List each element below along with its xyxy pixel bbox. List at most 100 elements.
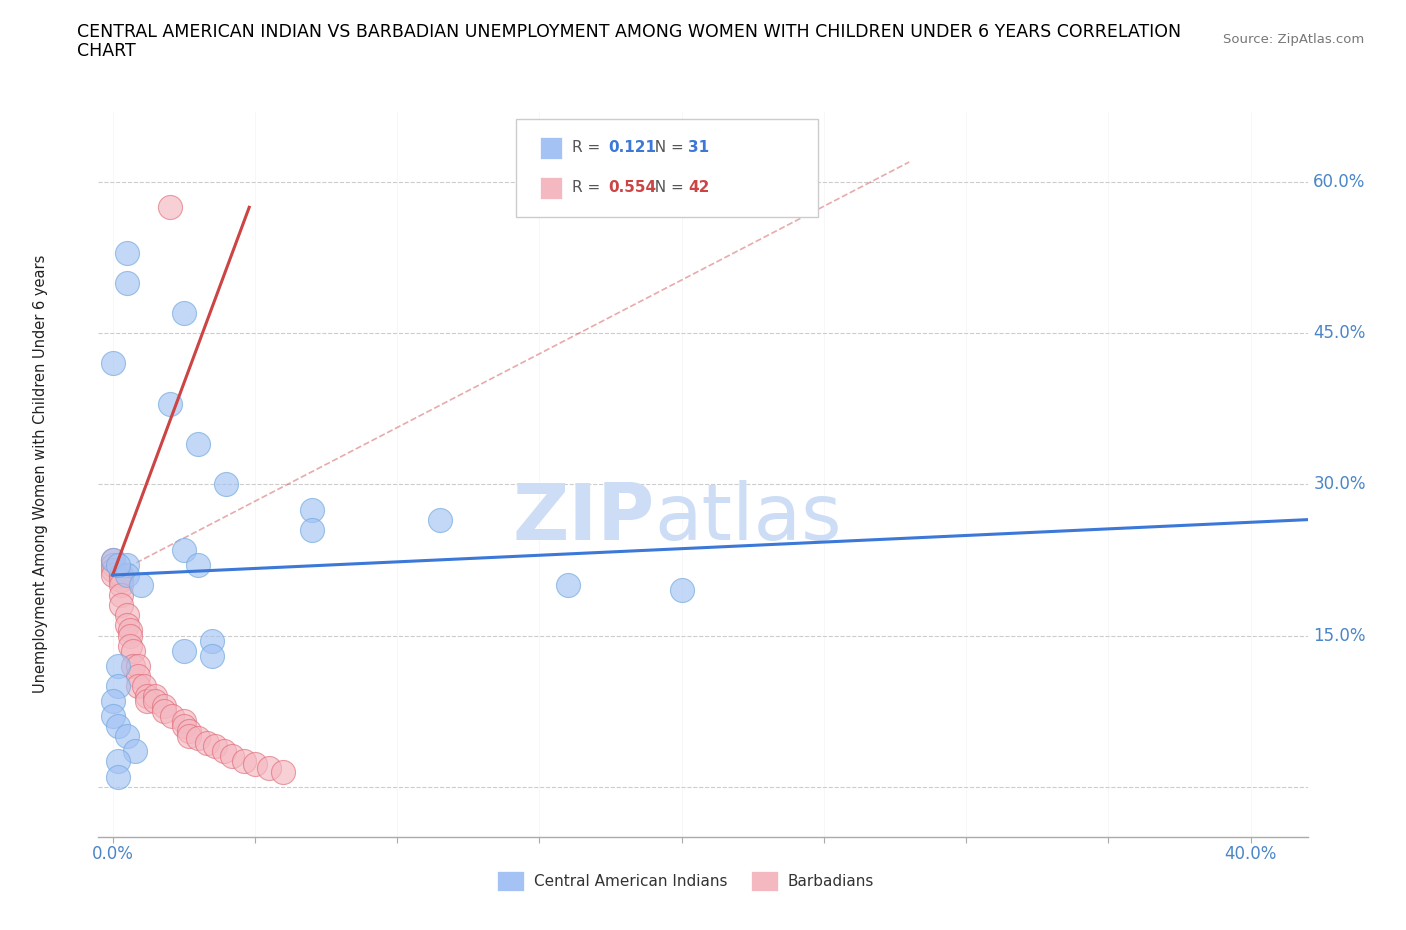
Text: R =: R = bbox=[572, 140, 606, 155]
Text: N =: N = bbox=[645, 180, 689, 195]
Point bbox=[143, 694, 166, 709]
Point bbox=[118, 623, 141, 638]
Point bbox=[132, 679, 155, 694]
Text: 45.0%: 45.0% bbox=[1313, 325, 1365, 342]
Text: 0.0%: 0.0% bbox=[91, 845, 134, 863]
Point bbox=[101, 567, 124, 582]
Text: N =: N = bbox=[645, 140, 689, 155]
Text: 60.0%: 60.0% bbox=[1313, 173, 1365, 192]
Point bbox=[201, 648, 224, 663]
Text: 0.121: 0.121 bbox=[609, 140, 657, 155]
Point bbox=[173, 306, 195, 321]
Point bbox=[173, 644, 195, 658]
Point bbox=[107, 754, 129, 769]
Point bbox=[173, 542, 195, 557]
Point bbox=[115, 729, 138, 744]
Point bbox=[301, 502, 323, 517]
Point bbox=[101, 563, 124, 578]
Point bbox=[110, 573, 132, 588]
Point bbox=[101, 558, 124, 573]
Point bbox=[129, 578, 152, 592]
Text: 15.0%: 15.0% bbox=[1313, 627, 1365, 644]
Text: CHART: CHART bbox=[77, 42, 136, 60]
Point bbox=[127, 658, 149, 673]
Point bbox=[257, 761, 280, 776]
Point bbox=[159, 396, 181, 411]
Text: 31: 31 bbox=[689, 140, 710, 155]
Point bbox=[107, 658, 129, 673]
Point bbox=[115, 275, 138, 290]
Point bbox=[557, 578, 579, 592]
Point bbox=[195, 736, 218, 751]
Point bbox=[121, 658, 143, 673]
Text: atlas: atlas bbox=[655, 480, 842, 556]
Point bbox=[221, 749, 243, 764]
Text: 0.554: 0.554 bbox=[609, 180, 657, 195]
Point bbox=[273, 764, 295, 779]
Point bbox=[301, 523, 323, 538]
Point bbox=[110, 598, 132, 613]
Point bbox=[110, 567, 132, 582]
Point bbox=[187, 437, 209, 452]
Point bbox=[215, 477, 238, 492]
Text: ZIP: ZIP bbox=[512, 480, 655, 556]
Point bbox=[118, 638, 141, 653]
Point bbox=[101, 709, 124, 724]
Point bbox=[107, 558, 129, 573]
Point bbox=[115, 567, 138, 582]
Point bbox=[153, 704, 176, 719]
Point bbox=[115, 246, 138, 260]
Point bbox=[153, 698, 176, 713]
Text: 30.0%: 30.0% bbox=[1313, 475, 1365, 494]
Point bbox=[204, 738, 226, 753]
Point bbox=[118, 628, 141, 643]
Point bbox=[179, 724, 201, 738]
Point bbox=[115, 608, 138, 623]
Point bbox=[187, 558, 209, 573]
Bar bbox=[540, 137, 561, 159]
Point bbox=[110, 567, 132, 582]
Point bbox=[179, 729, 201, 744]
Text: Source: ZipAtlas.com: Source: ZipAtlas.com bbox=[1223, 33, 1364, 46]
Point bbox=[110, 578, 132, 592]
Point bbox=[124, 744, 146, 759]
Point bbox=[110, 588, 132, 603]
Point bbox=[173, 713, 195, 728]
Point bbox=[429, 512, 451, 527]
Point bbox=[143, 688, 166, 703]
Text: 40.0%: 40.0% bbox=[1225, 845, 1277, 863]
Bar bbox=[498, 871, 524, 891]
Text: Central American Indians: Central American Indians bbox=[534, 874, 727, 889]
Text: R =: R = bbox=[572, 180, 606, 195]
Text: Unemployment Among Women with Children Under 6 years: Unemployment Among Women with Children U… bbox=[32, 255, 48, 694]
Point bbox=[101, 552, 124, 567]
FancyBboxPatch shape bbox=[516, 119, 818, 217]
Point bbox=[107, 679, 129, 694]
Point bbox=[107, 769, 129, 784]
Point bbox=[187, 731, 209, 746]
Bar bbox=[751, 871, 778, 891]
Point bbox=[162, 709, 184, 724]
Point bbox=[101, 694, 124, 709]
Point bbox=[671, 583, 693, 598]
Point bbox=[173, 719, 195, 734]
Bar bbox=[540, 177, 561, 199]
Point bbox=[121, 644, 143, 658]
Point bbox=[159, 200, 181, 215]
Point bbox=[101, 552, 124, 567]
Point bbox=[212, 744, 235, 759]
Point bbox=[127, 669, 149, 684]
Point bbox=[135, 688, 157, 703]
Text: Barbadians: Barbadians bbox=[787, 874, 875, 889]
Point bbox=[243, 757, 266, 772]
Point bbox=[201, 633, 224, 648]
Point bbox=[127, 679, 149, 694]
Point bbox=[101, 356, 124, 371]
Point bbox=[135, 694, 157, 709]
Text: CENTRAL AMERICAN INDIAN VS BARBADIAN UNEMPLOYMENT AMONG WOMEN WITH CHILDREN UNDE: CENTRAL AMERICAN INDIAN VS BARBADIAN UNE… bbox=[77, 23, 1181, 41]
Point bbox=[232, 754, 254, 769]
Point bbox=[107, 719, 129, 734]
Point bbox=[115, 618, 138, 633]
Point bbox=[115, 558, 138, 573]
Text: 42: 42 bbox=[689, 180, 710, 195]
